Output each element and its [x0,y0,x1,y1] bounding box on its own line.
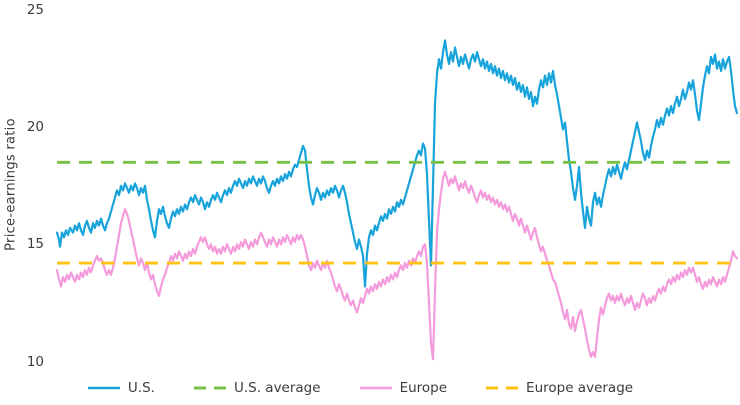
y-tick-25: 25 [26,2,44,18]
series-line-2 [55,170,739,361]
legend-label-europe: Europe [399,380,448,396]
legend-item-us: U.S. [87,380,155,396]
legend-label-us-average: U.S. average [233,380,321,396]
legend-label-europe-average: Europe average [526,380,634,396]
series-line-0 [55,39,739,288]
y-tick-20: 20 [26,119,44,136]
chart-legend: U.S. U.S. average Europe Europe average [0,380,720,396]
us-line-icon [87,386,120,390]
us-average-dash-icon [193,386,226,390]
legend-label-us: U.S. [127,380,155,396]
europe-line-icon [359,386,392,390]
legend-item-europe: Europe [359,380,447,396]
y-tick-15: 15 [26,236,44,253]
y-tick-10: 10 [26,353,44,370]
europe-average-dash-icon [486,386,519,390]
legend-item-us-average: U.S. average [193,380,321,396]
legend-item-europe-average: Europe average [485,380,633,396]
